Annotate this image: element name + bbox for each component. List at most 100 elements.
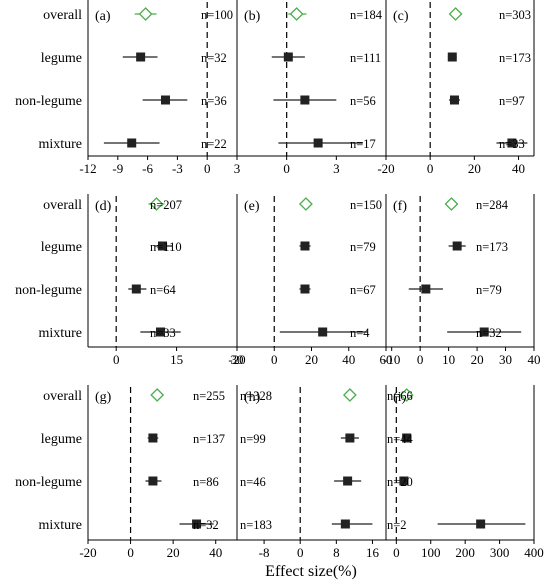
- x-tick-label: 0: [271, 352, 278, 367]
- x-tick-label: 0: [393, 545, 400, 560]
- point-square-legume: [158, 241, 167, 251]
- point-square-mixture: [127, 138, 137, 148]
- sample-size-label: n=32: [193, 518, 219, 532]
- sample-size-label: n=64: [150, 283, 177, 297]
- x-tick-label: -20: [79, 545, 96, 560]
- sample-size-label: n=173: [499, 51, 531, 65]
- x-tick-label: 0: [204, 161, 211, 176]
- sample-size-label: n=2: [387, 518, 407, 532]
- point-square-non-legume: [160, 95, 170, 105]
- x-tick-label: 0: [113, 352, 120, 367]
- x-tick-label: 10: [442, 352, 455, 367]
- sample-size-label: n=46: [240, 475, 266, 489]
- point-diamond-overall: [149, 197, 164, 211]
- point-diamond-overall: [342, 388, 357, 402]
- point-diamond-overall: [448, 7, 463, 21]
- x-tick-label: -6: [142, 161, 153, 176]
- point-square-mixture: [318, 327, 328, 337]
- point-square-legume: [283, 52, 293, 62]
- point-square-mixture: [479, 327, 489, 337]
- sample-size-label: n=173: [476, 240, 508, 254]
- x-tick-label: 16: [366, 545, 380, 560]
- x-tick-label: 0: [127, 545, 134, 560]
- sample-size-label: n=79: [350, 240, 376, 254]
- sample-size-label: n=36: [201, 94, 227, 108]
- point-diamond-overall: [444, 197, 459, 211]
- x-tick-label: 100: [421, 545, 441, 560]
- point-square-mixture: [313, 138, 323, 148]
- sample-size-label: n=44: [387, 432, 414, 446]
- x-tick-label: 3: [333, 161, 340, 176]
- x-tick-label: 0: [427, 161, 434, 176]
- point-square-legume: [148, 433, 158, 443]
- sample-size-label: n=56: [350, 94, 376, 108]
- point-square-non-legume: [148, 476, 158, 486]
- x-tick-label: 15: [170, 352, 183, 367]
- x-tick-label: -3: [172, 161, 183, 176]
- x-tick-label: 20: [167, 545, 180, 560]
- x-tick-label: 20: [468, 161, 481, 176]
- x-tick-label: 40: [528, 352, 541, 367]
- x-tick-label: -20: [377, 161, 394, 176]
- sample-size-label: n=184: [350, 8, 383, 22]
- x-axis-title: Effect size(%): [265, 563, 357, 580]
- sample-size-label: n=20: [387, 475, 413, 489]
- category-label-non-legume: non-legume: [15, 283, 82, 298]
- sample-size-label: n=32: [476, 326, 502, 340]
- x-tick-label: -9: [112, 161, 123, 176]
- x-tick-label: 300: [490, 545, 510, 560]
- point-diamond-overall: [298, 197, 313, 211]
- sample-size-label: n=4: [350, 326, 370, 340]
- point-square-non-legume: [399, 476, 409, 486]
- point-square-legume: [136, 52, 146, 62]
- x-tick-label: 60: [380, 352, 393, 367]
- sample-size-label: n=97: [499, 94, 525, 108]
- sample-size-label: n=86: [193, 475, 219, 489]
- point-square-mixture: [155, 327, 165, 337]
- point-square-legume: [447, 52, 457, 62]
- x-tick-label: 200: [455, 545, 475, 560]
- point-square-non-legume: [449, 95, 459, 105]
- sample-size-label: n=207: [150, 198, 182, 212]
- point-diamond-overall: [289, 7, 304, 21]
- sample-size-label: n=328: [240, 389, 272, 403]
- point-square-legume: [345, 433, 355, 443]
- category-label-overall: overall: [43, 198, 82, 213]
- point-square-mixture: [192, 519, 202, 529]
- panel-label: (e): [244, 199, 260, 214]
- panel-label: (a): [95, 9, 111, 24]
- x-tick-label: 20: [305, 352, 318, 367]
- sample-size-label: n=33: [499, 137, 525, 151]
- point-square-legume: [402, 433, 412, 443]
- point-square-non-legume: [300, 284, 310, 294]
- sample-size-label: n=255: [193, 389, 225, 403]
- sample-size-label: n=66: [387, 389, 413, 403]
- sample-size-label: n=100: [201, 8, 233, 22]
- sample-size-label: n=79: [476, 283, 502, 297]
- point-square-mixture: [476, 519, 486, 529]
- point-square-non-legume: [131, 284, 141, 294]
- sample-size-label: n=284: [476, 198, 509, 212]
- panel-label: (d): [95, 199, 112, 214]
- x-tick-label: 0: [417, 352, 424, 367]
- category-label-legume: legume: [41, 51, 82, 66]
- point-diamond-overall: [150, 388, 165, 402]
- x-tick-label: 30: [499, 352, 512, 367]
- sample-size-label: n=111: [350, 51, 381, 65]
- x-tick-label: 3: [234, 161, 241, 176]
- x-tick-label: 30: [231, 352, 244, 367]
- x-tick-label: -20: [228, 352, 245, 367]
- category-label-legume: legume: [41, 240, 82, 255]
- x-tick-label: -10: [383, 352, 400, 367]
- x-tick-label: 0: [283, 161, 290, 176]
- x-tick-label: 8: [333, 545, 340, 560]
- sample-size-label: n=67: [350, 283, 376, 297]
- panel-label: (c): [393, 9, 409, 24]
- sample-size-label: n=99: [240, 432, 266, 446]
- sample-size-label: n=17: [350, 137, 376, 151]
- panel-label: (f): [393, 199, 407, 214]
- x-tick-label: 20: [471, 352, 484, 367]
- point-square-non-legume: [421, 284, 431, 294]
- category-label-mixture: mixture: [38, 518, 82, 533]
